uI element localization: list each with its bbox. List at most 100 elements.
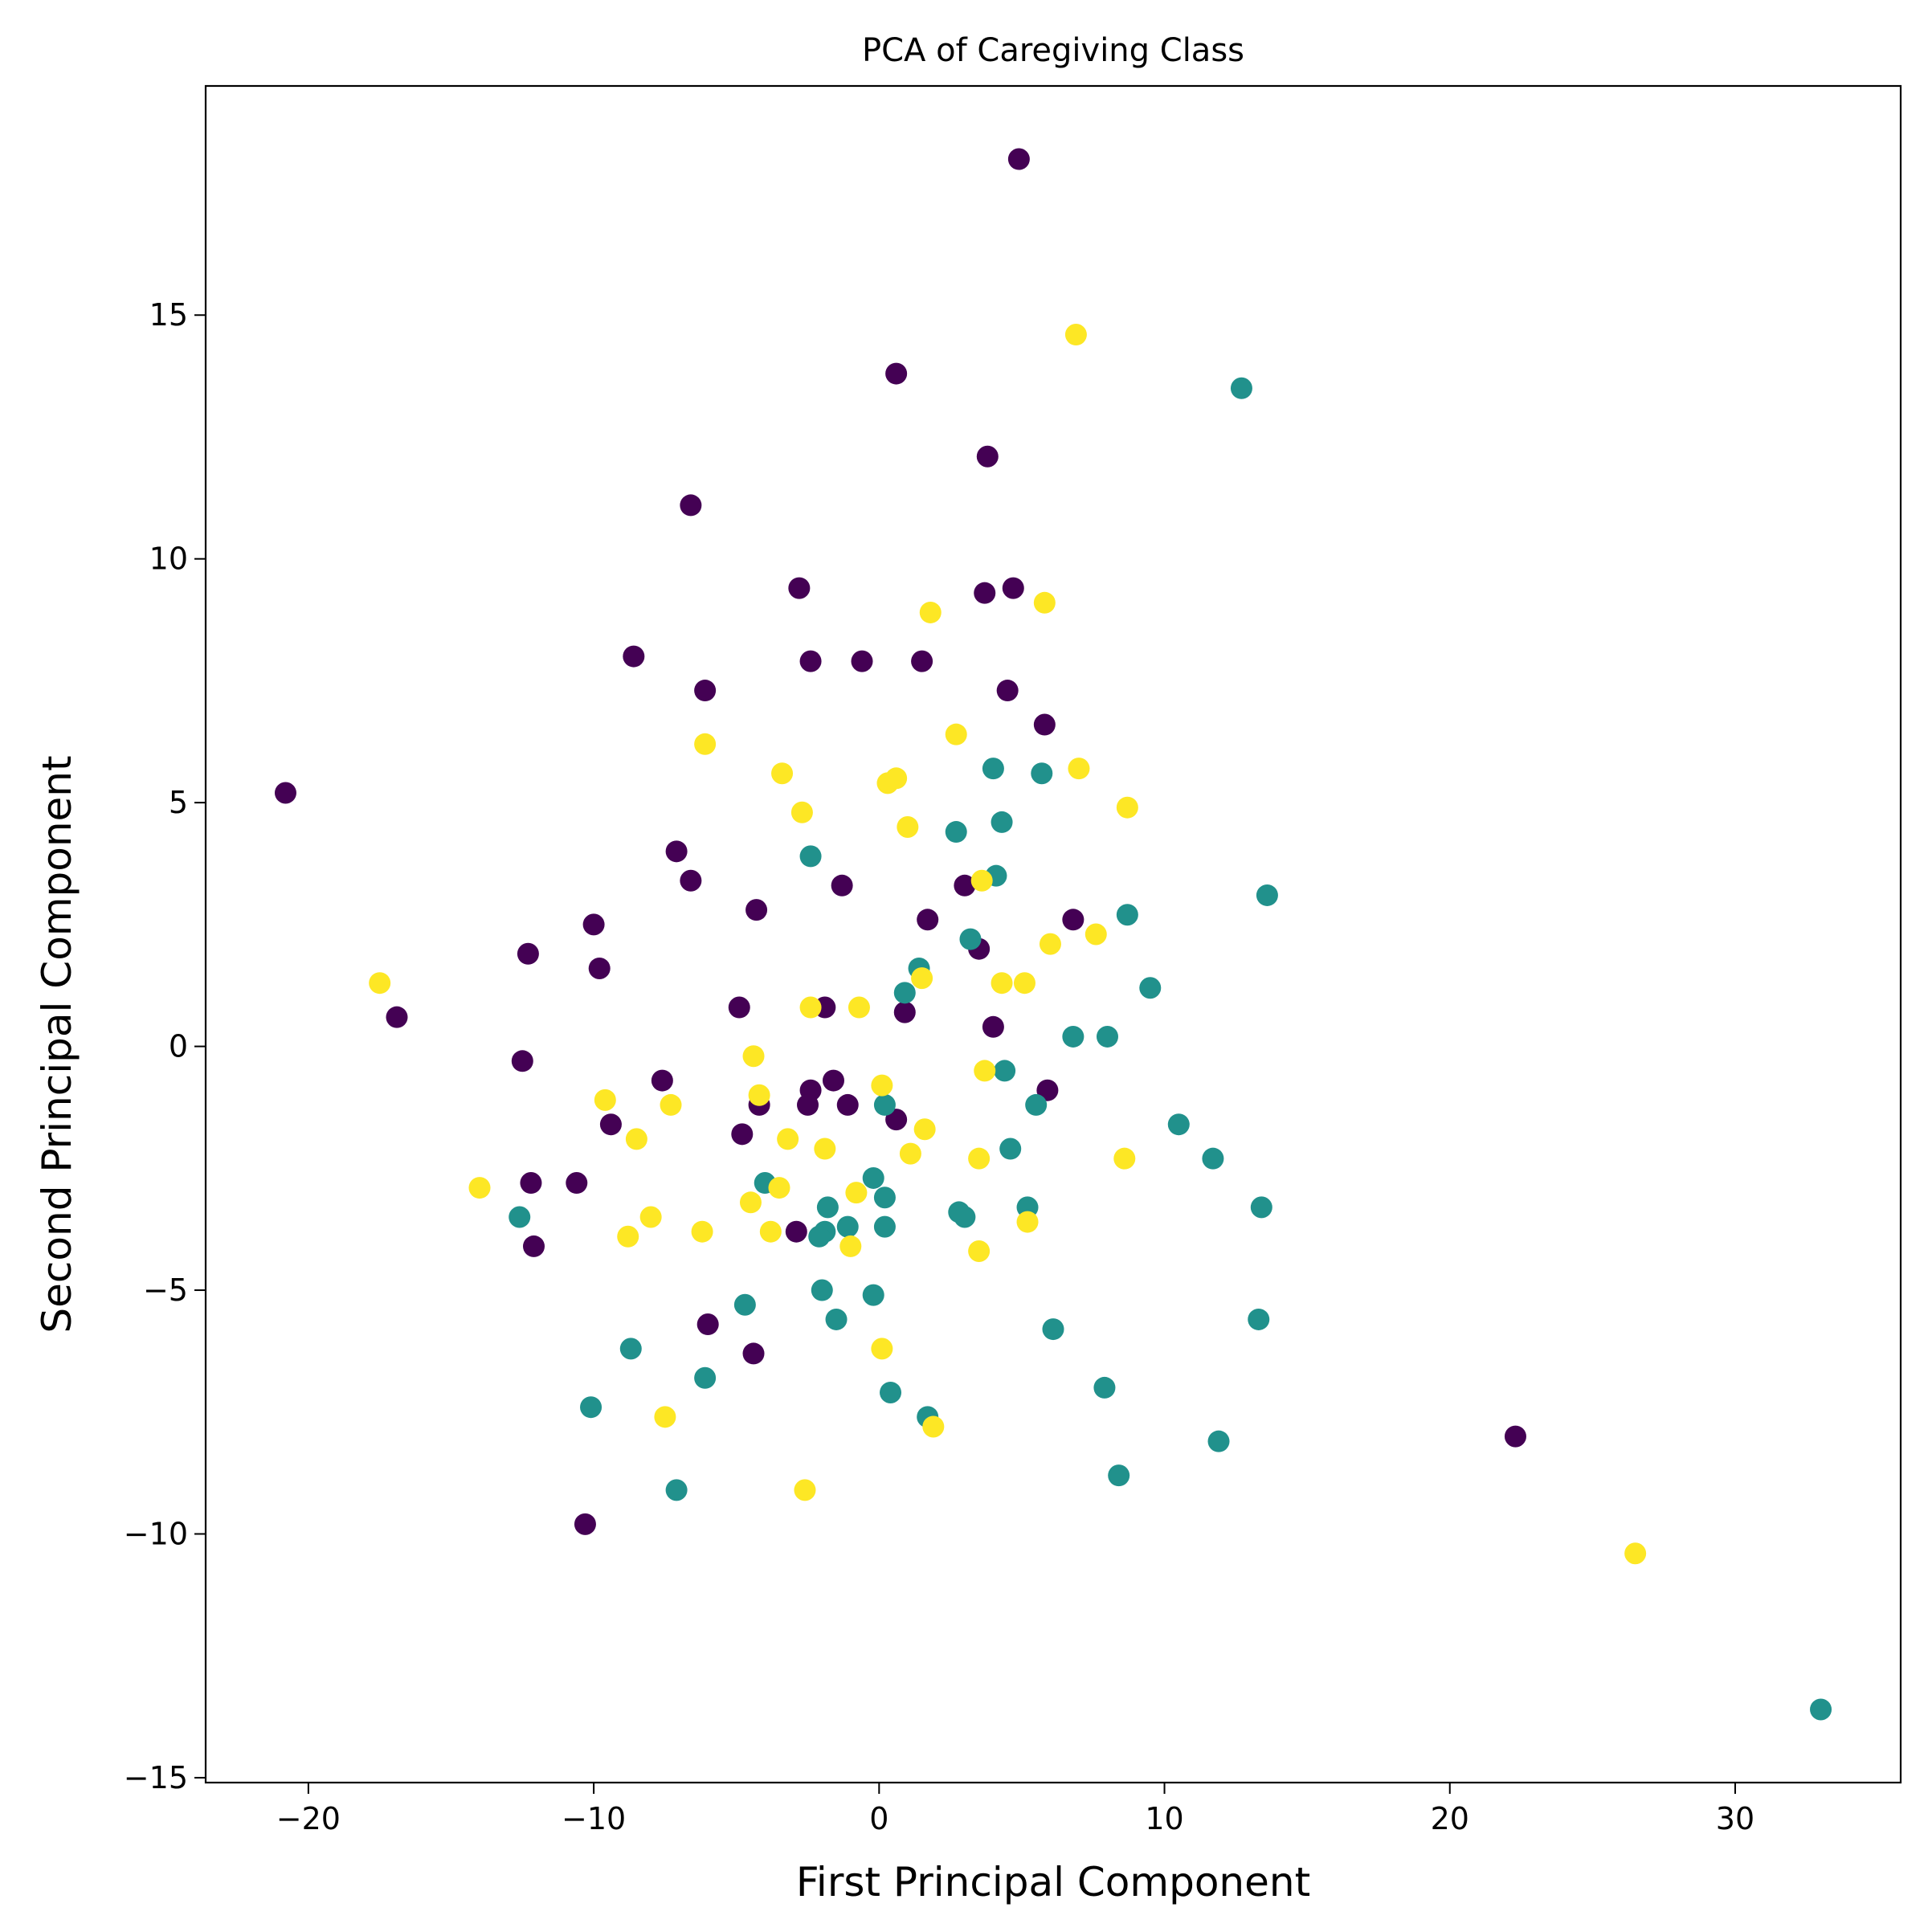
x-axis-label: First Principal Component (796, 1859, 1310, 1905)
data-point-class-2 (919, 601, 942, 623)
data-point-class-1 (619, 1338, 642, 1360)
data-point-class-0 (822, 1069, 844, 1092)
data-point-class-0 (911, 650, 933, 672)
data-point-class-0 (1002, 577, 1024, 599)
y-tick-label: 10 (149, 541, 188, 577)
data-points (274, 148, 1832, 1721)
data-point-class-1 (893, 982, 916, 1004)
data-point-class-0 (386, 1006, 408, 1028)
data-point-class-1 (994, 1060, 1016, 1082)
chart-title: PCA of Caregiving Class (862, 32, 1244, 69)
data-point-class-0 (851, 650, 873, 672)
plot-frame (204, 84, 1902, 1784)
data-point-class-0 (745, 899, 768, 921)
x-tick-label: 30 (1716, 1801, 1754, 1836)
data-point-class-0 (574, 1513, 596, 1535)
data-point-class-1 (959, 928, 982, 950)
data-point-class-1 (862, 1166, 884, 1189)
data-point-class-1 (873, 1187, 896, 1209)
data-point-class-2 (660, 1093, 682, 1116)
data-point-class-1 (880, 1381, 902, 1403)
data-point-class-0 (523, 1235, 545, 1257)
data-point-class-0 (520, 1172, 542, 1195)
data-point-class-0 (274, 782, 296, 804)
data-point-class-0 (917, 909, 939, 931)
data-point-class-1 (733, 1293, 756, 1316)
data-point-class-2 (1013, 972, 1035, 995)
data-point-class-2 (1039, 933, 1061, 955)
data-point-class-0 (996, 680, 1019, 702)
data-point-class-1 (509, 1206, 531, 1228)
data-point-class-2 (790, 801, 813, 823)
data-point-class-1 (825, 1308, 848, 1330)
data-point-class-2 (771, 762, 794, 785)
data-point-class-0 (799, 650, 822, 672)
data-point-class-2 (468, 1177, 491, 1199)
data-point-class-2 (1624, 1542, 1647, 1565)
data-point-class-0 (680, 494, 702, 517)
data-point-class-2 (768, 1177, 790, 1199)
data-point-class-2 (911, 967, 933, 990)
data-point-class-0 (665, 840, 688, 863)
data-point-class-0 (1504, 1425, 1526, 1448)
data-point-class-1 (999, 1138, 1022, 1160)
data-point-class-1 (808, 1225, 831, 1248)
data-point-class-1 (816, 1196, 839, 1219)
data-point-class-2 (1033, 591, 1056, 614)
data-point-class-0 (885, 362, 908, 385)
data-point-class-2 (970, 869, 993, 892)
data-point-class-1 (1248, 1308, 1270, 1330)
data-point-class-2 (794, 1479, 816, 1501)
data-point-class-0 (517, 942, 539, 965)
data-point-class-2 (369, 972, 391, 995)
data-point-class-0 (893, 1001, 916, 1023)
data-point-class-0 (680, 869, 702, 892)
data-point-class-1 (1096, 1025, 1118, 1048)
data-point-class-1 (1062, 1025, 1084, 1048)
y-tick-label: 0 (169, 1029, 188, 1064)
y-tick-label: −5 (143, 1272, 188, 1308)
data-point-class-2 (991, 972, 1013, 995)
data-point-class-0 (1007, 148, 1030, 170)
data-point-class-2 (694, 733, 717, 755)
data-point-class-2 (945, 723, 967, 745)
data-point-class-1 (665, 1479, 688, 1501)
x-tick-label: −20 (276, 1801, 341, 1836)
data-point-class-0 (788, 577, 811, 599)
data-point-class-1 (1116, 904, 1138, 926)
y-tick-label: 15 (149, 297, 188, 333)
data-point-class-2 (1016, 1211, 1039, 1233)
data-point-class-1 (1042, 1318, 1064, 1341)
data-point-class-1 (1207, 1430, 1230, 1452)
data-point-class-2 (742, 1045, 765, 1068)
x-tick-label: −10 (562, 1801, 626, 1836)
data-point-class-2 (968, 1147, 991, 1170)
data-point-class-2 (848, 996, 870, 1019)
data-point-class-2 (625, 1128, 647, 1150)
data-point-class-1 (694, 1366, 717, 1389)
data-point-class-0 (651, 1069, 673, 1092)
data-point-class-0 (582, 913, 605, 936)
x-tick-label: 0 (869, 1801, 888, 1836)
data-point-class-0 (566, 1172, 588, 1195)
data-point-class-2 (1068, 758, 1090, 780)
data-point-class-1 (1139, 977, 1162, 999)
data-point-class-2 (777, 1128, 799, 1150)
data-point-class-2 (974, 1060, 996, 1082)
data-point-class-0 (982, 1015, 1004, 1038)
data-point-class-1 (1025, 1093, 1048, 1116)
x-tick-label: 10 (1145, 1801, 1183, 1836)
data-point-class-0 (974, 582, 996, 604)
data-point-class-1 (945, 821, 967, 843)
data-point-class-1 (799, 845, 822, 868)
data-point-class-0 (1036, 1079, 1059, 1101)
data-point-class-1 (1167, 1113, 1190, 1136)
data-point-class-2 (799, 996, 822, 1019)
data-point-class-1 (1250, 1196, 1272, 1219)
data-point-class-0 (785, 1220, 807, 1243)
data-point-class-0 (976, 445, 999, 468)
data-point-class-0 (623, 645, 645, 668)
data-point-class-2 (1113, 1147, 1136, 1170)
